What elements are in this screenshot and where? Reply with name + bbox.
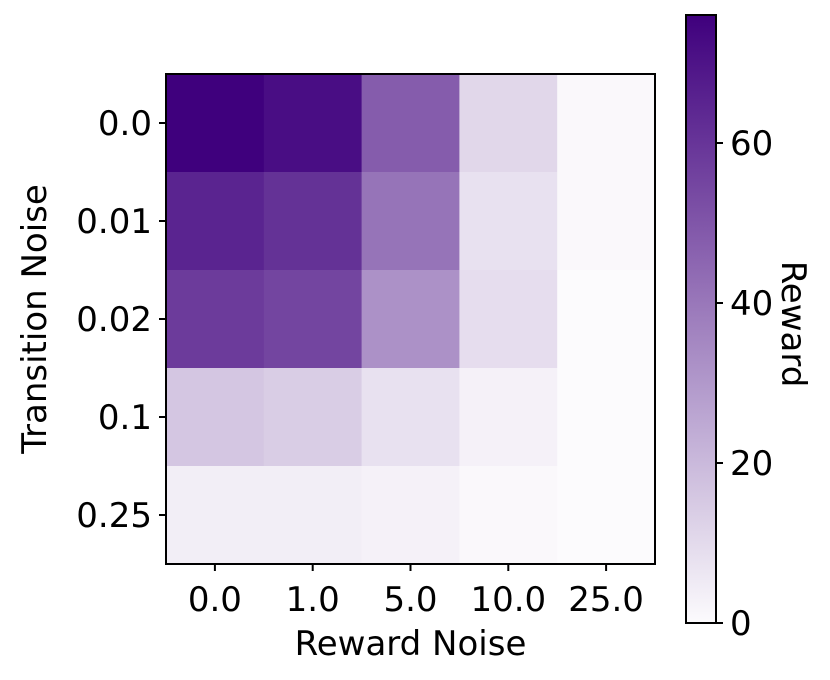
heatmap-cell xyxy=(361,172,460,271)
heatmap-cell xyxy=(361,466,460,565)
x-tick-label: 10.0 xyxy=(470,580,546,620)
colorbar-tick-label: 60 xyxy=(730,124,773,164)
heatmap-cell xyxy=(263,270,363,369)
heatmap-cell xyxy=(166,466,265,565)
heatmap-cell xyxy=(557,172,656,271)
heatmap-cell xyxy=(557,270,656,369)
heatmap-cell xyxy=(557,466,656,565)
heatmap-cell xyxy=(459,172,558,271)
heatmap-cell xyxy=(263,74,363,173)
y-axis: 0.0 0.01 0.02 0.1 0.25 xyxy=(76,104,166,536)
heatmap-cell xyxy=(166,270,265,369)
y-tick-label: 0.01 xyxy=(76,202,152,242)
x-axis: 0.0 1.0 5.0 10.0 25.0 xyxy=(188,564,644,620)
heatmap-cell xyxy=(263,172,363,271)
heatmap-cell xyxy=(361,270,460,369)
colorbar-tick-label: 0 xyxy=(730,604,752,644)
colorbar-tick-label: 20 xyxy=(730,444,773,484)
heatmap-cell xyxy=(166,74,265,173)
colorbar xyxy=(685,14,717,624)
heatmap-cell xyxy=(166,368,265,467)
x-tick-label: 5.0 xyxy=(383,580,437,620)
heatmap-cells xyxy=(166,74,656,565)
heatmap-cell xyxy=(557,74,656,173)
colorbar-title: Reward xyxy=(773,261,813,388)
y-tick-label: 0.25 xyxy=(76,496,152,536)
heatmap-cell xyxy=(263,368,363,467)
x-tick-label: 1.0 xyxy=(286,580,340,620)
y-tick-label: 0.1 xyxy=(98,398,152,438)
heatmap-cell xyxy=(459,270,558,369)
heatmap-cell xyxy=(557,368,656,467)
heatmap-cell xyxy=(459,368,558,467)
colorbar-axis: 0 20 40 60 xyxy=(716,124,773,644)
x-tick-label: 25.0 xyxy=(568,580,644,620)
x-axis-title: Reward Noise xyxy=(295,624,527,664)
heatmap-cell xyxy=(459,466,558,565)
y-tick-label: 0.02 xyxy=(76,300,152,340)
heatmap-cell xyxy=(166,172,265,271)
y-tick-label: 0.0 xyxy=(98,104,152,144)
heatmap-cell xyxy=(263,466,363,565)
y-axis-title: Transition Noise xyxy=(15,184,55,455)
heatmap-cell xyxy=(361,368,460,467)
x-tick-label: 0.0 xyxy=(188,580,242,620)
heatmap-cell xyxy=(361,74,460,173)
heatmap-cell xyxy=(459,74,558,173)
colorbar-tick-label: 40 xyxy=(730,284,773,324)
